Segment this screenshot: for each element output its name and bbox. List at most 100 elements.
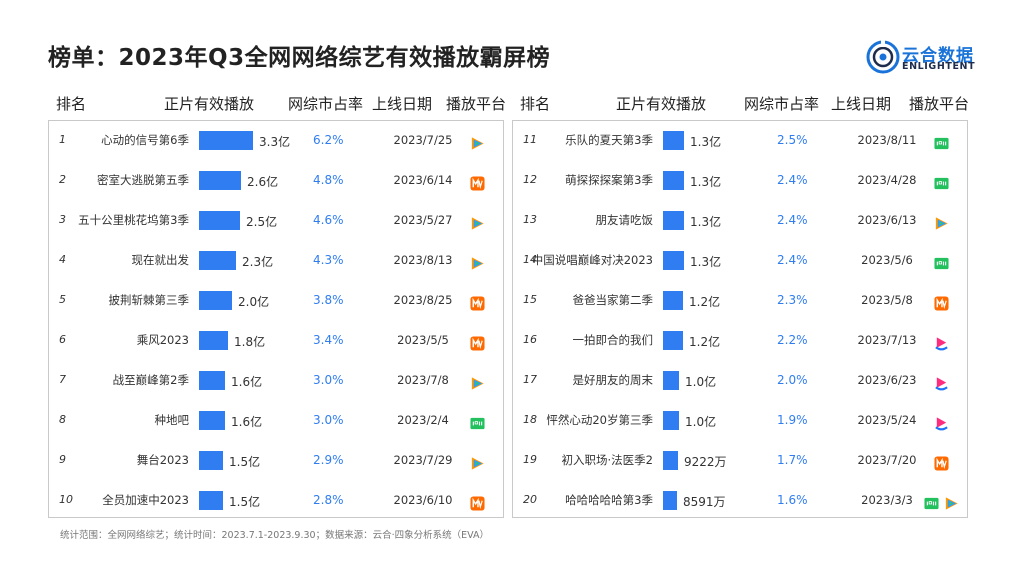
ranking-panel-right: 11 乐队的夏天第3季 1.3亿 2.5% 2023/8/11 12 萌探探探案第3季 1.3… <box>512 120 968 518</box>
header-rank-left: 排名 <box>56 95 87 113</box>
table-row: 16 一拍即合的我们 1.2亿 2.2% 2023/7/13 <box>513 321 969 361</box>
market-share-value: 4.8% <box>313 173 344 187</box>
table-row: 14 中国说唱巅峰对决2023 1.3亿 2.4% 2023/5/6 <box>513 241 969 281</box>
show-name: 种地吧 <box>154 413 190 427</box>
iqiyi-icon <box>933 256 949 271</box>
tencent-video-icon <box>470 216 485 231</box>
table-row: 5 披荆斩棘第三季 2.0亿 3.8% 2023/8/25 <box>49 281 505 321</box>
tencent-video-icon <box>470 456 485 471</box>
views-value-label: 1.3亿 <box>690 255 722 269</box>
market-share-value: 4.6% <box>313 213 344 227</box>
views-bar <box>199 251 236 270</box>
platform-cell <box>449 133 505 152</box>
market-share-value: 2.2% <box>777 333 808 347</box>
rank-label: 8 <box>59 413 66 426</box>
release-date: 2023/6/23 <box>857 373 917 387</box>
views-value-label: 2.3亿 <box>242 255 274 269</box>
views-bar <box>199 371 225 390</box>
market-share-value: 2.4% <box>777 213 808 227</box>
rank-label: 19 <box>523 453 537 466</box>
rank-label: 2 <box>59 173 66 186</box>
header-platform-left: 播放平台 <box>446 95 507 113</box>
table-row: 10 全员加速中2023 1.5亿 2.8% 2023/6/10 <box>49 481 505 521</box>
market-share-value: 2.4% <box>777 253 808 267</box>
release-date: 2023/5/27 <box>393 213 453 227</box>
views-bar <box>663 291 683 310</box>
views-bar <box>663 451 678 470</box>
show-name: 全员加速中2023 <box>102 493 189 507</box>
views-value-label: 1.5亿 <box>229 495 261 509</box>
show-name: 爸爸当家第二季 <box>572 293 654 307</box>
platform-cell <box>913 333 969 352</box>
tencent-video-icon <box>470 256 485 271</box>
table-row: 19 初入职场·法医季2 9222万 1.7% 2023/7/20 <box>513 441 969 481</box>
views-bar <box>199 211 240 230</box>
show-name: 现在就出发 <box>131 253 190 267</box>
rank-label: 17 <box>523 373 537 386</box>
views-value-label: 1.3亿 <box>690 135 722 149</box>
table-row: 6 乘风2023 1.8亿 3.4% 2023/5/5 <box>49 321 505 361</box>
platform-cell <box>449 373 505 392</box>
views-bar <box>663 211 684 230</box>
market-share-value: 3.0% <box>313 413 344 427</box>
views-bar <box>199 131 253 150</box>
ranking-panel-left: 1 心动的信号第6季 3.3亿 6.2% 2023/7/25 2 密室大逃脱第五季 2.6亿 4… <box>48 120 504 518</box>
show-name: 中国说唱巅峰对决2023 <box>531 253 653 267</box>
views-value-label: 2.6亿 <box>247 175 279 189</box>
views-bar <box>663 251 684 270</box>
release-date: 2023/5/6 <box>861 253 913 267</box>
release-date: 2023/7/13 <box>857 333 917 347</box>
platform-cell <box>913 173 969 192</box>
release-date: 2023/6/14 <box>393 173 453 187</box>
rank-label: 6 <box>59 333 66 346</box>
rank-label: 18 <box>523 413 537 426</box>
release-date: 2023/8/11 <box>857 133 917 147</box>
tencent-video-icon <box>470 136 485 151</box>
views-bar <box>663 331 683 350</box>
rank-label: 12 <box>523 173 537 186</box>
rank-label: 1 <box>59 133 66 146</box>
rank-label: 5 <box>59 293 66 306</box>
market-share-value: 2.8% <box>313 493 344 507</box>
show-name: 密室大逃脱第五季 <box>97 173 189 187</box>
iqiyi-icon <box>933 136 949 151</box>
platform-cell <box>913 373 969 392</box>
table-row: 20 哈哈哈哈哈第3季 8591万 1.6% 2023/3/3 <box>513 481 969 521</box>
show-name: 一拍即合的我们 <box>572 333 654 347</box>
platform-cell <box>913 133 969 152</box>
iqiyi-icon <box>933 176 949 191</box>
show-name: 哈哈哈哈哈第3季 <box>565 493 653 507</box>
mango-tv-icon <box>469 336 485 351</box>
market-share-value: 2.3% <box>777 293 808 307</box>
release-date: 2023/7/8 <box>397 373 449 387</box>
table-row: 8 种地吧 1.6亿 3.0% 2023/2/4 <box>49 401 505 441</box>
show-name: 是好朋友的周末 <box>572 373 654 387</box>
iqiyi-icon <box>923 496 939 511</box>
table-row: 3 五十公里桃花坞第3季 2.5亿 4.6% 2023/5/27 <box>49 201 505 241</box>
rank-label: 13 <box>523 213 537 226</box>
show-name: 战至巅峰第2季 <box>112 373 189 387</box>
market-share-value: 4.3% <box>313 253 344 267</box>
table-row: 4 现在就出发 2.3亿 4.3% 2023/8/13 <box>49 241 505 281</box>
header-share-left: 网综市占率 <box>288 95 364 113</box>
views-value-label: 1.3亿 <box>690 175 722 189</box>
rank-label: 3 <box>59 213 66 226</box>
views-bar <box>199 491 223 510</box>
views-value-label: 1.0亿 <box>685 375 717 389</box>
table-row: 7 战至巅峰第2季 1.6亿 3.0% 2023/7/8 <box>49 361 505 401</box>
views-value-label: 1.6亿 <box>231 415 263 429</box>
platform-cell <box>449 293 505 312</box>
table-row: 2 密室大逃脱第五季 2.6亿 4.8% 2023/6/14 <box>49 161 505 201</box>
views-value-label: 9222万 <box>684 455 727 469</box>
logo-mark-icon <box>866 40 900 74</box>
platform-cell <box>449 213 505 232</box>
release-date: 2023/8/25 <box>393 293 453 307</box>
tencent-video-icon <box>944 496 959 511</box>
views-value-label: 3.3亿 <box>259 135 291 149</box>
header-date-right: 上线日期 <box>831 95 892 113</box>
views-bar <box>663 491 677 510</box>
views-bar <box>199 451 223 470</box>
show-name: 萌探探探案第3季 <box>565 173 653 187</box>
market-share-value: 2.4% <box>777 173 808 187</box>
views-bar <box>663 171 684 190</box>
